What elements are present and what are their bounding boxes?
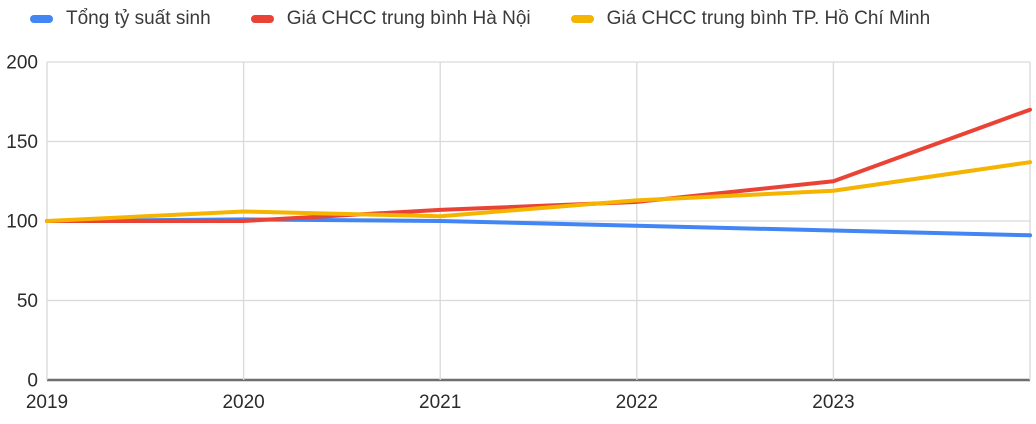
legend-item-gia-chcc-ha-noi: Giá CHCC trung bình Hà Nội [250,8,531,30]
y-tick-label: 150 [6,132,38,153]
x-tick-label: 2022 [616,392,658,413]
x-tick-label: 2021 [419,392,461,413]
y-tick-label: 0 [27,371,38,392]
series-line-gi-chcc-trung-b-nh-h-n-i [45,107,1032,223]
legend-label: Giá CHCC trung bình Hà Nội [286,8,531,29]
legend-item-tong-ty-suat-sinh: Tổng tỷ suất sinh [30,8,211,30]
legend-label: Tổng tỷ suất sinh [66,8,211,29]
x-tick-label: 2023 [812,392,854,413]
legend-swatch-yellow-icon [570,15,594,23]
y-tick-label: 100 [6,212,38,233]
legend-item-gia-chcc-tphcm: Giá CHCC trung bình TP. Hồ Chí Minh [570,8,931,30]
y-tick-label: 50 [17,291,38,312]
series-line-gi-chcc-trung-b-nh-tp-h-ch-minh [45,160,1032,223]
y-tick-label: 200 [6,53,38,74]
legend-swatch-red-icon [250,15,274,23]
x-tick-label: 2020 [222,392,264,413]
legend-label: Giá CHCC trung bình TP. Hồ Chí Minh [606,8,931,29]
chart-legend: Tổng tỷ suất sinh Giá CHCC trung bình Hà… [30,7,930,31]
x-tick-label: 2019 [26,392,68,413]
legend-swatch-blue-icon [30,15,53,23]
